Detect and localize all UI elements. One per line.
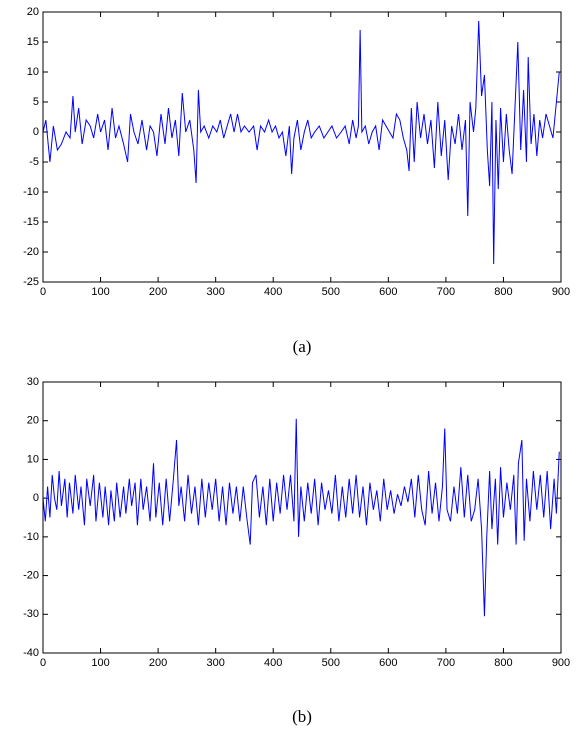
y-tick-label: -10 bbox=[23, 186, 39, 198]
x-tick-label: 500 bbox=[322, 286, 340, 298]
x-tick-label: 900 bbox=[552, 657, 570, 669]
x-tick-label: 900 bbox=[552, 286, 570, 298]
x-tick-label: 500 bbox=[322, 657, 340, 669]
data-line bbox=[42, 20, 560, 265]
y-tick-label: 5 bbox=[33, 96, 39, 108]
x-tick-label: 200 bbox=[149, 657, 167, 669]
x-tick-label: 700 bbox=[437, 657, 455, 669]
y-tick-label: -15 bbox=[23, 216, 39, 228]
y-tick-label: 20 bbox=[27, 6, 39, 18]
y-tick-label: 10 bbox=[27, 453, 39, 465]
x-tick-label: 400 bbox=[264, 657, 282, 669]
y-tick-label: -10 bbox=[23, 531, 39, 543]
axes-box bbox=[42, 11, 562, 283]
x-tick-label: 300 bbox=[206, 657, 224, 669]
y-tick-label: -20 bbox=[23, 569, 39, 581]
x-tick-label: 600 bbox=[379, 657, 397, 669]
x-tick-label: 400 bbox=[264, 286, 282, 298]
caption: (a) bbox=[293, 337, 312, 356]
x-tick-label: 800 bbox=[494, 286, 512, 298]
y-tick-label: 0 bbox=[33, 126, 39, 138]
x-tick-label: 300 bbox=[206, 286, 224, 298]
y-tick-label: -40 bbox=[23, 647, 39, 659]
axes-box bbox=[42, 381, 562, 654]
y-tick-label: 0 bbox=[33, 492, 39, 504]
x-tick-label: 600 bbox=[379, 286, 397, 298]
x-tick-label: 200 bbox=[149, 286, 167, 298]
data-line bbox=[42, 418, 560, 617]
y-tick-label: -5 bbox=[29, 156, 39, 168]
x-tick-label: 100 bbox=[91, 286, 109, 298]
y-tick-label: 10 bbox=[27, 66, 39, 78]
x-tick-label: 0 bbox=[40, 286, 46, 298]
y-tick-label: -30 bbox=[23, 608, 39, 620]
y-tick-label: 20 bbox=[27, 415, 39, 427]
y-tick-label: 15 bbox=[27, 36, 39, 48]
x-tick-label: 800 bbox=[494, 657, 512, 669]
x-tick-label: 100 bbox=[91, 657, 109, 669]
x-tick-label: 0 bbox=[40, 657, 46, 669]
y-tick-label: -25 bbox=[23, 276, 39, 288]
x-tick-label: 700 bbox=[437, 286, 455, 298]
y-tick-label: 30 bbox=[27, 376, 39, 388]
caption: (b) bbox=[292, 707, 312, 726]
y-tick-label: -20 bbox=[23, 246, 39, 258]
